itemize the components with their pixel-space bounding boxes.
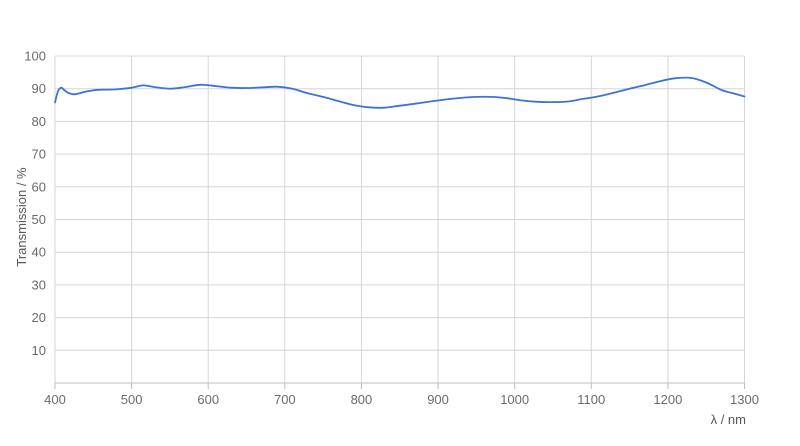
x-tick-label: 1300 — [730, 392, 759, 407]
series-line — [54, 76, 746, 109]
x-tick-label: 1000 — [500, 392, 529, 407]
grid-layer — [54, 55, 745, 384]
y-tick-label: 50 — [32, 212, 46, 227]
x-tick-label: 1200 — [653, 392, 682, 407]
x-tick-label: 900 — [427, 392, 449, 407]
y-tick-label: 60 — [32, 179, 46, 194]
y-tick-label: 90 — [32, 81, 46, 96]
y-tick-label: 70 — [32, 147, 46, 162]
y-tick-label: 10 — [32, 343, 46, 358]
y-tick-label: 20 — [32, 310, 46, 325]
x-tick-label: 500 — [121, 392, 143, 407]
x-tick-label: 600 — [197, 392, 219, 407]
y-tick-label: 30 — [32, 277, 46, 292]
y-axis-title: Transmission / % — [14, 167, 29, 267]
tick-marks-layer — [54, 383, 745, 389]
y-tick-label: 40 — [32, 245, 46, 260]
x-axis-title: λ / nm — [711, 412, 746, 427]
tick-labels-layer: 10 20 30 40 50 60 70 80 90 100 400 500 600 700 800 900 1… — [24, 49, 759, 408]
x-tick-label: 400 — [44, 392, 66, 407]
x-tick-label: 800 — [351, 392, 373, 407]
x-tick-label: 700 — [274, 392, 296, 407]
x-tick-label: 1100 — [577, 392, 605, 407]
y-tick-label: 80 — [32, 114, 46, 129]
y-tick-label: 100 — [24, 49, 46, 64]
